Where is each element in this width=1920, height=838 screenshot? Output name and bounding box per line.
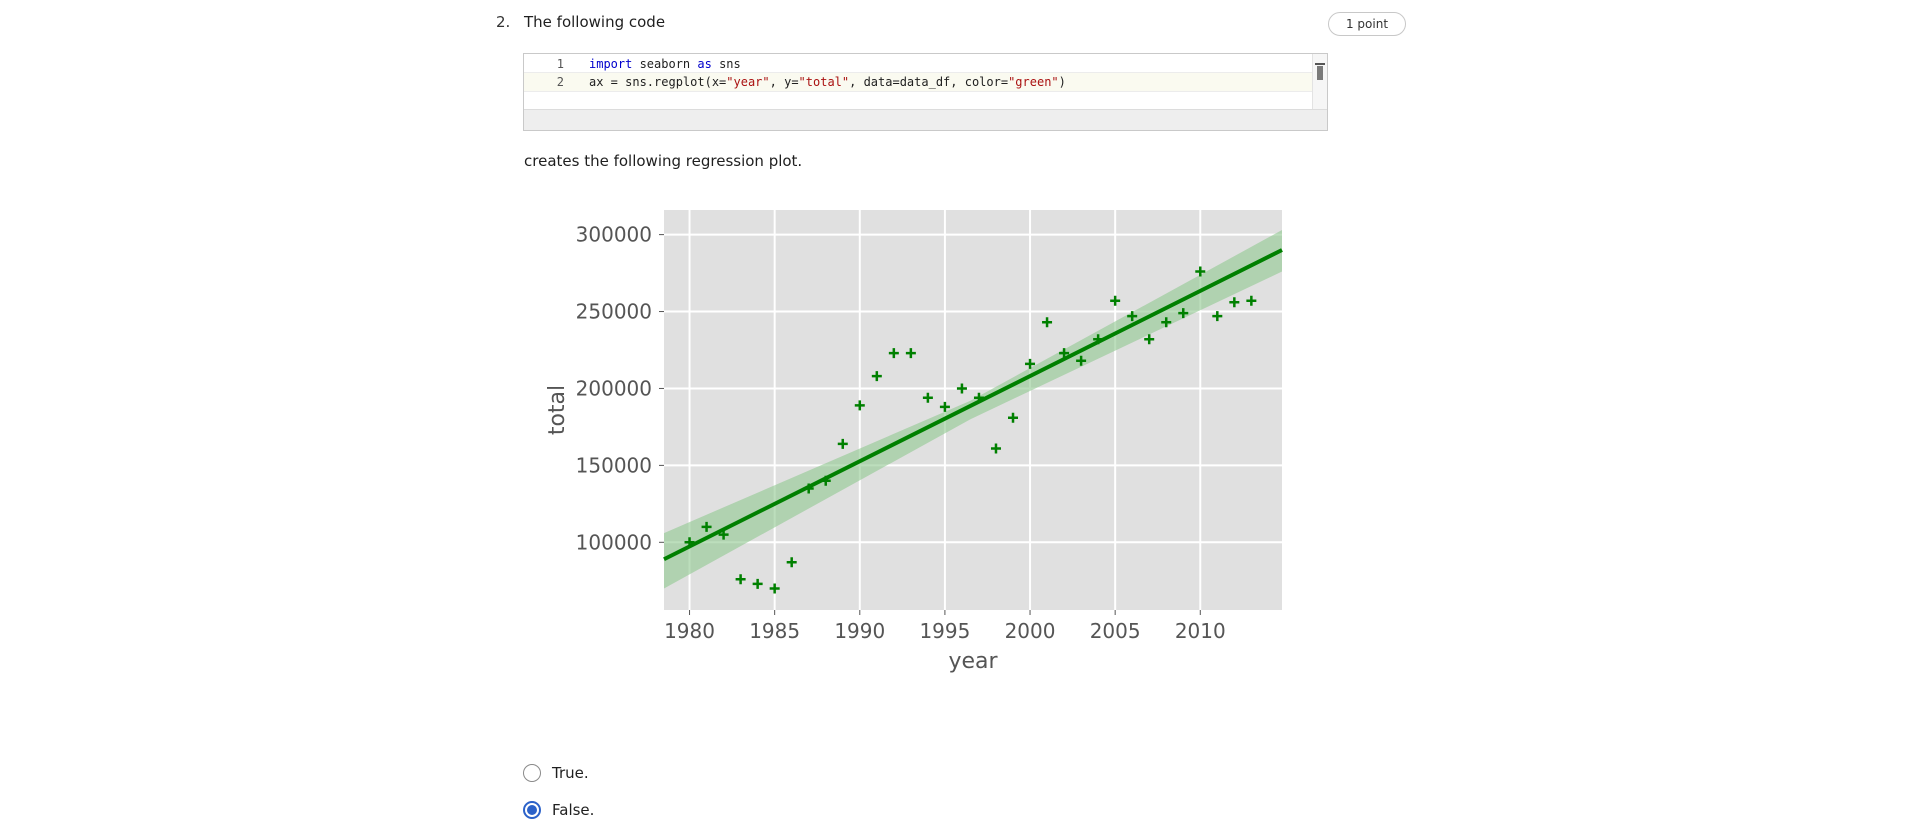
confidence-band [664,230,1282,589]
code-text: ax = sns.regplot(x="year", y="total", da… [589,75,1066,89]
radio-false[interactable] [523,801,541,819]
vertical-scrollbar[interactable] [1312,54,1327,112]
data-point [803,483,814,494]
data-point [871,371,882,382]
x-tick-label: 2000 [1005,619,1056,643]
option-false[interactable]: False. [523,799,594,821]
question-number: 2. [496,13,511,31]
data-point [786,557,797,568]
y-tick-label: 250000 [576,300,652,324]
option-false-label: False. [552,801,595,819]
data-point [1059,348,1070,359]
y-tick-label: 200000 [576,376,652,400]
radio-true[interactable] [523,764,541,782]
data-point [1246,295,1257,306]
data-point [1161,317,1172,328]
code-editor-footer [524,109,1327,130]
y-tick-label: 100000 [576,530,652,554]
question-caption: creates the following regression plot. [524,152,803,170]
points-badge: 1 point [1328,12,1406,36]
data-point [1025,358,1036,369]
data-point [684,537,695,548]
line-number: 2 [556,75,564,89]
data-point [820,475,831,486]
data-point [1093,334,1104,345]
data-point [956,383,967,394]
data-point [1195,266,1206,277]
y-axis-label: total [545,385,570,435]
data-point [1110,295,1121,306]
y-tick-label: 150000 [576,453,652,477]
y-tick-label: 300000 [576,223,652,247]
x-tick-label: 1985 [749,619,800,643]
data-point [718,529,729,540]
data-point [752,578,763,589]
data-point [905,348,916,359]
data-point [1042,317,1053,328]
x-axis-label: year [948,649,998,674]
x-tick-label: 1980 [664,619,715,643]
data-point [854,400,865,411]
x-tick-label: 1990 [834,619,885,643]
line-number: 1 [556,57,564,71]
data-point [701,521,712,532]
code-line-1[interactable]: 1 import seaborn as sns [524,55,1313,73]
regression-line [663,248,1283,562]
option-true-label: True. [552,764,589,782]
scrollbar-thumb[interactable] [1317,66,1323,80]
data-point [990,443,1001,454]
data-point [1178,308,1189,319]
data-point [735,574,746,585]
data-point [939,401,950,412]
question-prompt: The following code [524,13,666,31]
data-point [1144,334,1155,345]
option-true[interactable]: True. [523,762,589,784]
data-point [1229,297,1240,308]
x-tick-label: 2005 [1090,619,1141,643]
data-point [837,438,848,449]
data-point [1076,355,1087,366]
data-point [973,392,984,403]
x-tick-label: 2010 [1175,619,1226,643]
data-point [888,348,899,359]
data-point [1212,311,1223,322]
code-line-2[interactable]: 2 ax = sns.regplot(x="year", y="total", … [524,72,1313,92]
scrollbar-top-mark [1315,63,1325,65]
data-point [1127,311,1138,322]
x-tick-label: 1995 [919,619,970,643]
regression-plot: 1980 1985 1990 1995 2000 2005 2010 100000 150000… [545,210,1283,674]
data-point [769,583,780,594]
data-point [922,392,933,403]
code-text: import seaborn as sns [589,57,741,71]
code-editor[interactable]: 1 import seaborn as sns 2 ax = sns.regpl… [523,53,1328,131]
data-point [1008,412,1019,423]
